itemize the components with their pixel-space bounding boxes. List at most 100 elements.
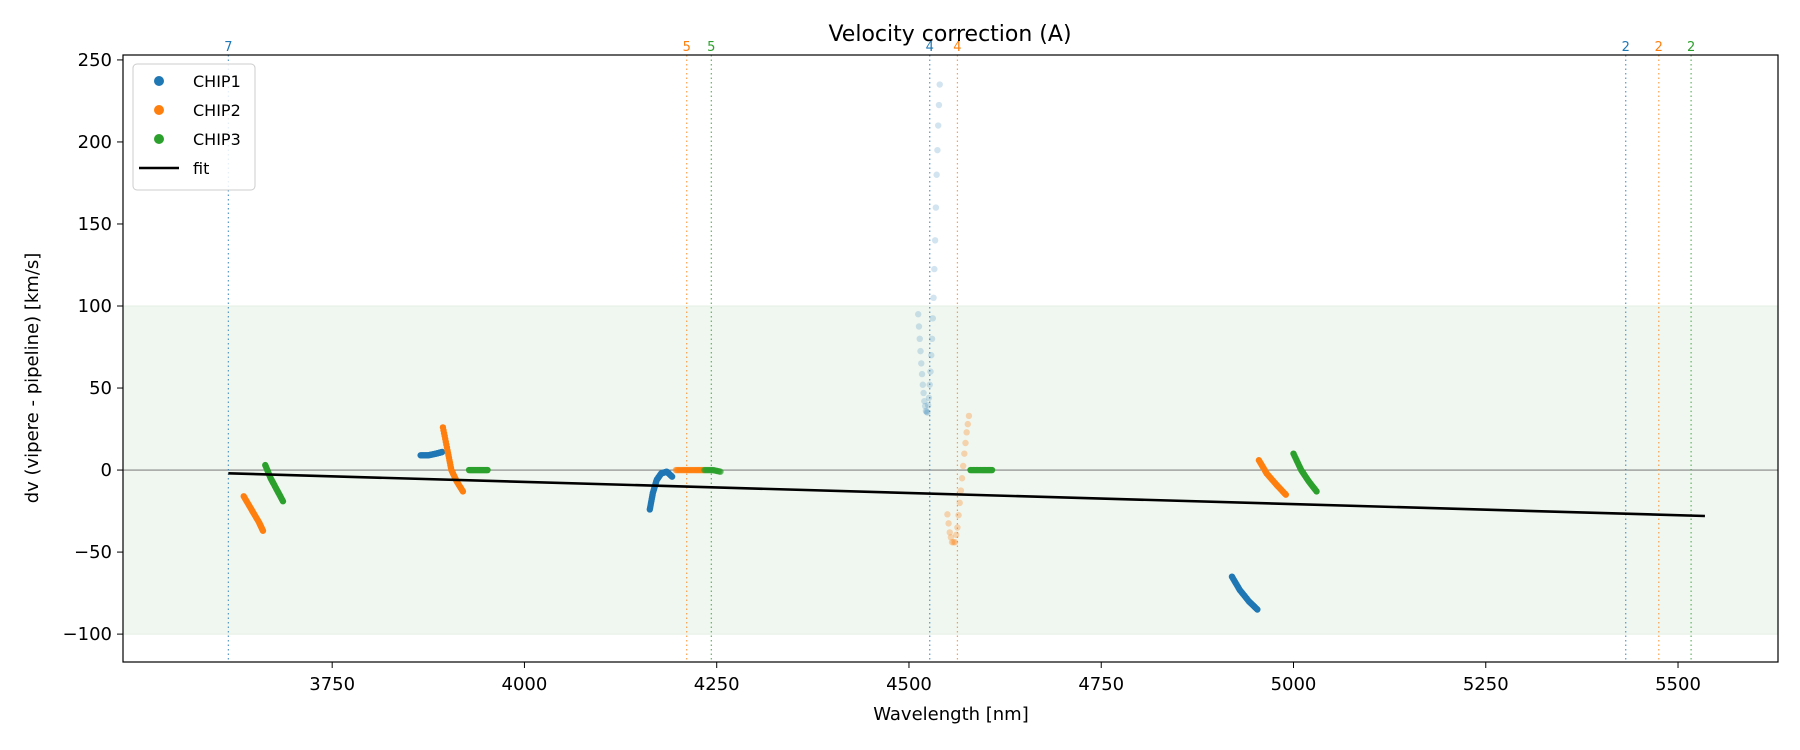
data-point <box>950 539 957 546</box>
data-segment-chip1 <box>1228 573 1261 613</box>
data-point <box>957 487 965 494</box>
legend-marker-chip2 <box>154 105 164 115</box>
x-tick-label: 5250 <box>1463 674 1509 695</box>
data-point <box>958 475 966 482</box>
data-point <box>929 315 937 322</box>
data-point <box>920 389 927 397</box>
x-tick-label: 4750 <box>1078 674 1124 695</box>
data-point <box>946 529 953 536</box>
data-point <box>947 534 955 541</box>
data-point <box>988 466 996 474</box>
data-point <box>717 468 724 475</box>
data-segment-chip2 <box>439 424 467 495</box>
order-marker-label: 4 <box>926 40 934 55</box>
data-point <box>438 448 446 456</box>
data-point <box>923 408 930 416</box>
x-tick-label: 4500 <box>886 674 932 695</box>
data-point <box>1282 491 1290 498</box>
data-segment-chip2 <box>1255 457 1290 498</box>
data-point <box>934 146 941 154</box>
y-tick-label: 50 <box>89 378 112 399</box>
data-point <box>935 101 943 109</box>
data-point <box>948 539 956 546</box>
data-segment-chip1 <box>914 81 943 416</box>
data-point <box>927 368 934 375</box>
plot-area: 7 5 5 4 4 2 2 2 3750 4000 4250 4500 4750 5000 5250 5500… <box>63 40 1779 695</box>
data-point <box>279 498 287 505</box>
data-point <box>951 539 959 546</box>
legend-box <box>132 63 256 191</box>
legend-marker-chip3 <box>154 134 164 144</box>
y-tick-label: 200 <box>78 132 112 153</box>
x-tick-label: 4000 <box>502 674 548 695</box>
data-point <box>964 420 972 428</box>
chart-title: Velocity correction (A) <box>828 22 1071 47</box>
data-point <box>934 122 942 129</box>
data-point <box>1254 606 1261 613</box>
data-point <box>918 370 926 378</box>
data-point <box>936 81 943 88</box>
data-point <box>919 381 927 388</box>
plot-frame <box>122 54 1779 663</box>
data-point <box>925 394 933 402</box>
data-point <box>961 450 968 457</box>
data-point <box>965 412 973 420</box>
order-marker-label: 5 <box>683 40 691 55</box>
data-point <box>931 265 938 273</box>
order-marker-label: 2 <box>1687 40 1695 55</box>
y-axis-label: dv (vipere - pipeline) [km/s] <box>22 253 43 504</box>
y-tick-label: −50 <box>74 542 112 563</box>
data-segment-chip3 <box>465 466 491 474</box>
legend-label-chip2: CHIP2 <box>193 101 241 120</box>
data-point <box>917 347 924 355</box>
order-marker-label: 5 <box>707 40 715 55</box>
data-point <box>928 335 936 343</box>
y-tick-label: −100 <box>63 624 112 645</box>
data-point <box>944 511 951 518</box>
x-axis-label: Wavelength [nm] <box>873 704 1029 725</box>
data-point <box>933 171 940 178</box>
data-point <box>963 429 970 436</box>
legend: CHIP1 CHIP2 CHIP3 fit <box>132 63 256 191</box>
data-segment-chip2 <box>240 493 267 534</box>
fit-line <box>228 472 1705 518</box>
order-marker-label: 2 <box>1622 40 1630 55</box>
data-point <box>916 335 923 343</box>
x-tick-label: 4250 <box>694 674 740 695</box>
legend-marker-chip1 <box>154 76 164 86</box>
data-point <box>1313 488 1320 495</box>
data-point <box>926 381 933 388</box>
data-point <box>915 323 923 330</box>
data-point <box>459 488 467 495</box>
y-tick-label: 100 <box>78 296 112 317</box>
data-point <box>956 499 963 507</box>
data-point <box>924 402 932 409</box>
data-point <box>914 311 922 318</box>
order-marker-label: 2 <box>1655 40 1663 55</box>
data-segment-chip1 <box>646 468 676 513</box>
data-point <box>955 511 962 519</box>
data-segment-chip3 <box>701 466 724 475</box>
legend-label-fit: fit <box>193 159 209 178</box>
data-point <box>930 294 937 301</box>
data-segment-chip2 <box>944 412 973 546</box>
order-marker-label: 4 <box>953 40 961 55</box>
y-tick-label: 250 <box>78 50 112 71</box>
data-point <box>953 531 960 539</box>
legend-label-chip3: CHIP3 <box>193 130 241 149</box>
data-point <box>921 402 929 410</box>
x-tick-label: 5500 <box>1655 674 1701 695</box>
data-point <box>931 237 939 244</box>
data-point <box>954 524 961 531</box>
data-point <box>921 397 928 405</box>
data-point <box>962 439 969 447</box>
x-tick-label: 5000 <box>1271 674 1317 695</box>
data-point <box>959 462 967 470</box>
data-segment-chip1 <box>417 448 446 459</box>
data-segment-chip3 <box>1290 450 1320 495</box>
data-point <box>484 466 491 474</box>
data-point <box>922 407 930 415</box>
data-point <box>932 204 940 211</box>
data-point <box>668 473 676 480</box>
